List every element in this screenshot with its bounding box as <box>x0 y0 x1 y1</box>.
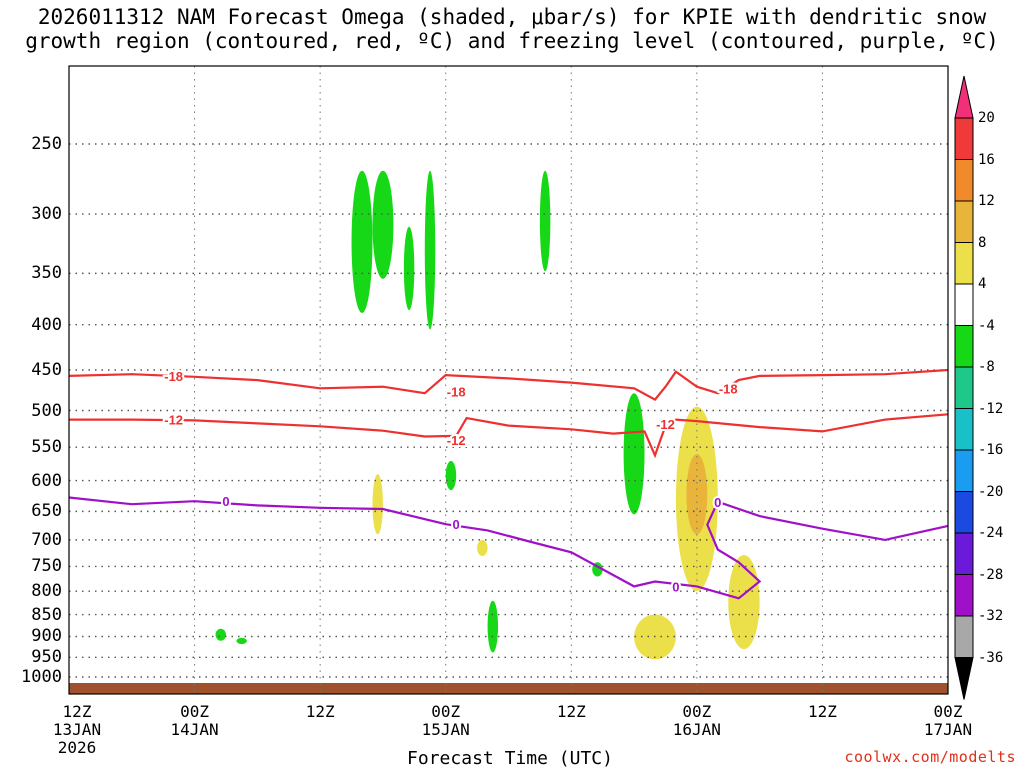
x-tick-label: 00Z <box>933 702 963 721</box>
y-tick-label: 250 <box>31 134 62 154</box>
contour-label: 0 <box>714 495 721 510</box>
omega-shaded-region <box>477 539 488 557</box>
x-tick-label: 2026 <box>57 738 97 757</box>
colorbar-label: -36 <box>978 649 1004 666</box>
x-tick-label: 13JAN <box>52 720 102 739</box>
contour-line <box>69 413 949 459</box>
omega-shaded-region <box>424 170 436 330</box>
contour-label: -18 <box>719 381 738 396</box>
y-tick-label: 500 <box>31 400 62 421</box>
contour-label: 0 <box>672 579 679 594</box>
colorbar-label: 20 <box>978 110 995 126</box>
y-tick-label: 450 <box>31 359 62 380</box>
omega-shaded-region <box>487 600 499 653</box>
contour-label: -12 <box>656 417 675 432</box>
x-tick-label: 14JAN <box>170 720 219 739</box>
omega-shaded-region <box>445 460 457 491</box>
chart-title-line1: 2026011312 NAM Forecast Omega (shaded, μ… <box>37 5 987 29</box>
y-tick-label: 600 <box>31 470 62 491</box>
y-tick-label: 950 <box>31 647 62 668</box>
colorbar-bin <box>954 615 974 658</box>
y-tick-label: 650 <box>31 501 62 522</box>
colorbar-label: 12 <box>978 193 995 209</box>
x-tick-label: 15JAN <box>421 720 470 739</box>
colorbar-bin <box>954 159 974 202</box>
colorbar-label: 8 <box>978 234 987 251</box>
colorbar-bin <box>954 117 974 160</box>
colorbar-bin <box>954 408 974 451</box>
omega-shaded-region <box>539 170 551 272</box>
colorbar-bin <box>954 491 974 534</box>
x-tick-label: 16JAN <box>672 720 721 739</box>
y-tick-label: 550 <box>31 437 62 458</box>
omega-shaded-region <box>686 454 708 535</box>
contour-label: -12 <box>447 433 466 448</box>
colorbar-bin <box>954 242 974 285</box>
colorbar-label: -28 <box>978 566 1004 583</box>
omega-shaded-region <box>372 170 394 279</box>
x-tick-label: 00Z <box>431 702 461 721</box>
colorbar-label: -4 <box>978 317 995 334</box>
y-tick-label: 750 <box>31 556 62 577</box>
contour-label: 0 <box>222 494 229 509</box>
omega-shaded-region <box>236 637 247 645</box>
colorbar-label: -8 <box>978 359 995 375</box>
omega-shaded-region <box>351 170 373 313</box>
colorbar-bin <box>954 366 974 409</box>
terrain-surface <box>69 683 948 694</box>
y-tick-label: 850 <box>31 604 62 625</box>
omega-shaded-region <box>728 554 760 650</box>
y-tick-label: 800 <box>31 581 62 602</box>
x-tick-label: 12Z <box>62 702 92 721</box>
chart-title-line2: growth region (contoured, red, ºC) and f… <box>25 29 999 53</box>
x-axis-title: Forecast Time (UTC) <box>407 748 613 769</box>
colorbar-arrow-bottom <box>954 657 974 700</box>
y-tick-label: 350 <box>31 263 62 284</box>
x-tick-label: 12Z <box>807 702 837 721</box>
site-credit[interactable]: coolwx.com/modelts <box>844 748 1016 766</box>
colorbar-label: -16 <box>978 442 1004 458</box>
colorbar-label: 4 <box>978 276 987 292</box>
x-tick-label: 12Z <box>305 702 335 721</box>
x-tick-label: 17JAN <box>923 720 973 739</box>
colorbar-label: -24 <box>978 525 1004 541</box>
colorbar-bin <box>954 200 974 243</box>
colorbar-arrow-top <box>954 75 974 119</box>
y-tick-label: 900 <box>31 626 62 647</box>
x-tick-label: 00Z <box>180 702 210 721</box>
y-tick-label: 400 <box>31 314 62 335</box>
contour-label: 0 <box>453 517 460 532</box>
colorbar-label: -32 <box>978 608 1004 624</box>
contour-label: -12 <box>164 413 183 428</box>
y-tick-label: 700 <box>31 529 62 550</box>
omega-shaded-region <box>372 474 383 535</box>
plot-frame <box>68 65 949 695</box>
contour-label: -18 <box>447 385 466 400</box>
contour-line <box>68 496 949 600</box>
colorbar-label: 16 <box>978 151 995 168</box>
colorbar-bin <box>954 449 974 492</box>
y-tick-label: 300 <box>31 204 62 225</box>
x-tick-label: 12Z <box>556 702 586 721</box>
colorbar-label: -12 <box>978 400 1004 417</box>
contour-label: -18 <box>164 369 183 384</box>
omega-shaded-region <box>623 393 645 515</box>
omega-shaded-region <box>403 226 415 311</box>
colorbar-bin <box>954 283 974 326</box>
omega-shaded-region <box>215 628 226 641</box>
x-tick-label: 00Z <box>682 702 712 721</box>
contour-line <box>68 368 949 402</box>
colorbar-bin <box>954 325 974 368</box>
y-tick-label: 1000 <box>21 667 62 687</box>
colorbar-bin <box>954 574 974 617</box>
colorbar-label: -20 <box>978 483 1004 500</box>
colorbar-bin <box>954 532 974 575</box>
